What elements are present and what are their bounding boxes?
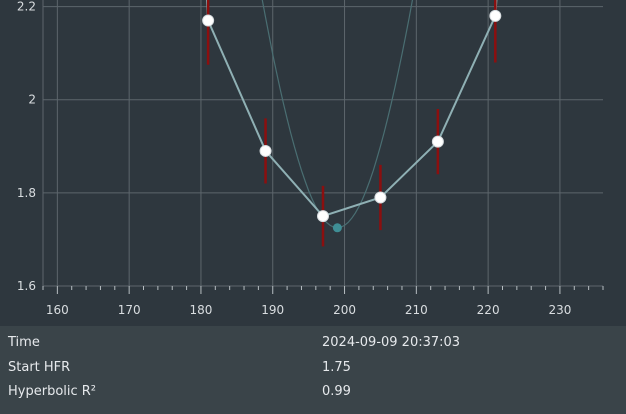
x-tick-label: 210 (405, 303, 428, 317)
x-tick-label: 180 (189, 303, 212, 317)
x-tick-label: 230 (548, 303, 571, 317)
point-layer (202, 0, 502, 247)
fit-layer (261, 0, 414, 233)
focus-chart-panel: 160 170 180 190 200 210 220 230 1.6 1.8 2 2.2 (16, 0, 604, 317)
trend-line (206, 0, 498, 218)
info-row-hyperbolic-r2: Hyperbolic R² 0.99 (0, 380, 626, 404)
start-hfr-label: Start HFR (8, 360, 71, 375)
x-tick-label: 220 (477, 303, 500, 317)
autofocus-info-panel: Time 2024-09-09 20:37:03 Start HFR 1.75 … (0, 326, 626, 414)
info-row-time: Time 2024-09-09 20:37:03 (0, 331, 626, 355)
x-tick-label: 200 (333, 303, 356, 317)
y-tick-label: 1.6 (17, 279, 36, 293)
axis-layer: 160 170 180 190 200 210 220 230 1.6 1.8 2 2.2 (17, 0, 604, 317)
data-point (202, 14, 215, 27)
time-label: Time (8, 335, 40, 350)
x-tick-label: 160 (46, 303, 69, 317)
hyperbolic-r2-label: Hyperbolic R² (8, 384, 97, 399)
data-point (259, 144, 272, 157)
y-tick-label: 1.8 (17, 186, 36, 200)
x-tick-label: 170 (118, 303, 141, 317)
x-tick-label: 190 (261, 303, 284, 317)
info-row-start-hfr: Start HFR 1.75 (0, 356, 626, 380)
focus-curve-chart: 160 170 180 190 200 210 220 230 1.6 1.8 2 2.2 (17, 0, 604, 317)
data-point (431, 135, 444, 148)
start-hfr-value: 1.75 (322, 360, 351, 375)
hyperbolic-r2-value: 0.99 (322, 384, 351, 399)
y-tick-label: 2.2 (17, 0, 36, 14)
time-value: 2024-09-09 20:37:03 (322, 335, 461, 350)
fit-minimum-marker (332, 223, 342, 233)
data-point (374, 191, 387, 204)
data-point (317, 210, 329, 223)
y-tick-label: 2 (28, 93, 36, 107)
line-layer (206, 0, 498, 218)
grid-layer (42, 0, 603, 287)
hyperbolic-fit-curve (261, 0, 414, 229)
data-point (489, 9, 502, 22)
